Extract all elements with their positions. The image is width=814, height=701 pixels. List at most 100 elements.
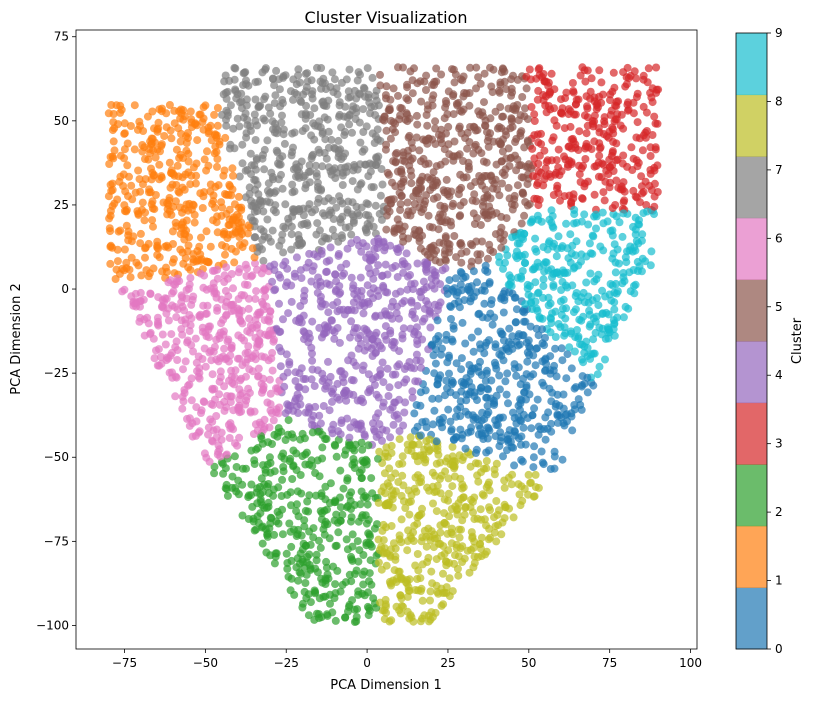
scatter-point xyxy=(151,191,160,199)
scatter-point xyxy=(467,423,476,432)
scatter-point xyxy=(552,252,561,261)
scatter-point xyxy=(193,247,202,255)
scatter-point xyxy=(347,230,356,239)
scatter-point xyxy=(431,268,439,277)
scatter-point xyxy=(317,186,325,195)
scatter-point xyxy=(127,292,136,301)
scatter-point xyxy=(354,420,363,429)
scatter-point xyxy=(444,122,453,131)
scatter-point xyxy=(426,307,435,316)
scatter-point xyxy=(106,211,115,220)
scatter-point xyxy=(274,409,283,418)
scatter-point xyxy=(315,148,324,157)
scatter-point xyxy=(366,269,375,278)
scatter-point xyxy=(450,232,459,240)
scatter-point xyxy=(261,64,270,73)
scatter-point xyxy=(141,208,150,217)
scatter-point xyxy=(137,271,146,280)
scatter-point xyxy=(305,249,314,258)
scatter-point xyxy=(126,273,135,282)
y-tick-label: 75 xyxy=(54,30,69,44)
scatter-point xyxy=(204,430,212,439)
scatter-point xyxy=(114,120,122,129)
scatter-point xyxy=(392,410,401,419)
scatter-point xyxy=(189,292,198,301)
scatter-point xyxy=(254,364,263,373)
scatter-point xyxy=(364,370,373,379)
scatter-point xyxy=(186,321,195,330)
scatter-point xyxy=(474,553,482,561)
scatter-point xyxy=(606,280,615,288)
scatter-point xyxy=(495,252,503,261)
scatter-point xyxy=(348,177,357,186)
scatter-point xyxy=(274,175,283,184)
scatter-point xyxy=(225,215,234,224)
scatter-point xyxy=(209,197,218,206)
scatter-point xyxy=(494,521,503,530)
scatter-point xyxy=(472,197,480,206)
scatter-point xyxy=(106,259,115,268)
scatter-point xyxy=(609,129,618,138)
scatter-point xyxy=(429,499,437,508)
scatter-point xyxy=(241,260,250,269)
scatter-point xyxy=(578,194,587,203)
scatter-point xyxy=(598,208,607,217)
scatter-point xyxy=(162,309,171,318)
scatter-point xyxy=(266,307,275,316)
scatter-point xyxy=(264,103,273,112)
scatter-point xyxy=(376,81,385,90)
scatter-point xyxy=(371,312,380,321)
scatter-point xyxy=(308,94,317,103)
scatter-point xyxy=(331,616,340,625)
scatter-point xyxy=(520,308,529,317)
scatter-point xyxy=(323,520,332,529)
scatter-point xyxy=(235,309,243,318)
scatter-point xyxy=(153,313,162,322)
scatter-point xyxy=(546,313,555,322)
scatter-point xyxy=(268,277,277,286)
scatter-point xyxy=(145,185,154,194)
scatter-point xyxy=(229,171,237,180)
scatter-point xyxy=(523,137,532,146)
scatter-point xyxy=(282,282,290,291)
scatter-point xyxy=(562,219,571,228)
scatter-point xyxy=(451,502,460,511)
scatter-point xyxy=(235,203,243,212)
scatter-point xyxy=(312,172,321,181)
scatter-point xyxy=(185,199,194,208)
scatter-point xyxy=(444,140,453,149)
scatter-point xyxy=(236,98,244,107)
scatter-point xyxy=(209,191,218,200)
scatter-point xyxy=(351,440,360,449)
scatter-point xyxy=(498,112,507,121)
scatter-point xyxy=(269,485,278,494)
scatter-point xyxy=(437,70,446,79)
scatter-point xyxy=(395,395,403,404)
scatter-point xyxy=(315,323,324,332)
scatter-point xyxy=(324,127,333,136)
scatter-point xyxy=(269,416,278,425)
scatter-point xyxy=(340,450,349,459)
scatter-point xyxy=(516,111,525,120)
scatter-point xyxy=(362,122,371,131)
scatter-point xyxy=(308,317,317,326)
scatter-point xyxy=(260,480,269,489)
scatter-point xyxy=(445,574,454,583)
scatter-point xyxy=(402,249,411,258)
scatter-point xyxy=(458,456,467,465)
scatter-point xyxy=(248,244,257,253)
scatter-point xyxy=(588,231,597,240)
scatter-point xyxy=(286,527,295,536)
scatter-point xyxy=(327,316,336,325)
scatter-point xyxy=(304,611,313,620)
scatter-point xyxy=(586,354,595,363)
scatter-point xyxy=(568,134,577,143)
scatter-point xyxy=(436,201,445,210)
scatter-point xyxy=(457,241,466,250)
scatter-point xyxy=(500,514,509,523)
colorbar-segment xyxy=(736,464,767,527)
scatter-point xyxy=(441,234,450,242)
scatter-point xyxy=(594,270,603,279)
scatter-point xyxy=(263,215,272,224)
y-tick-label: 0 xyxy=(61,282,69,296)
